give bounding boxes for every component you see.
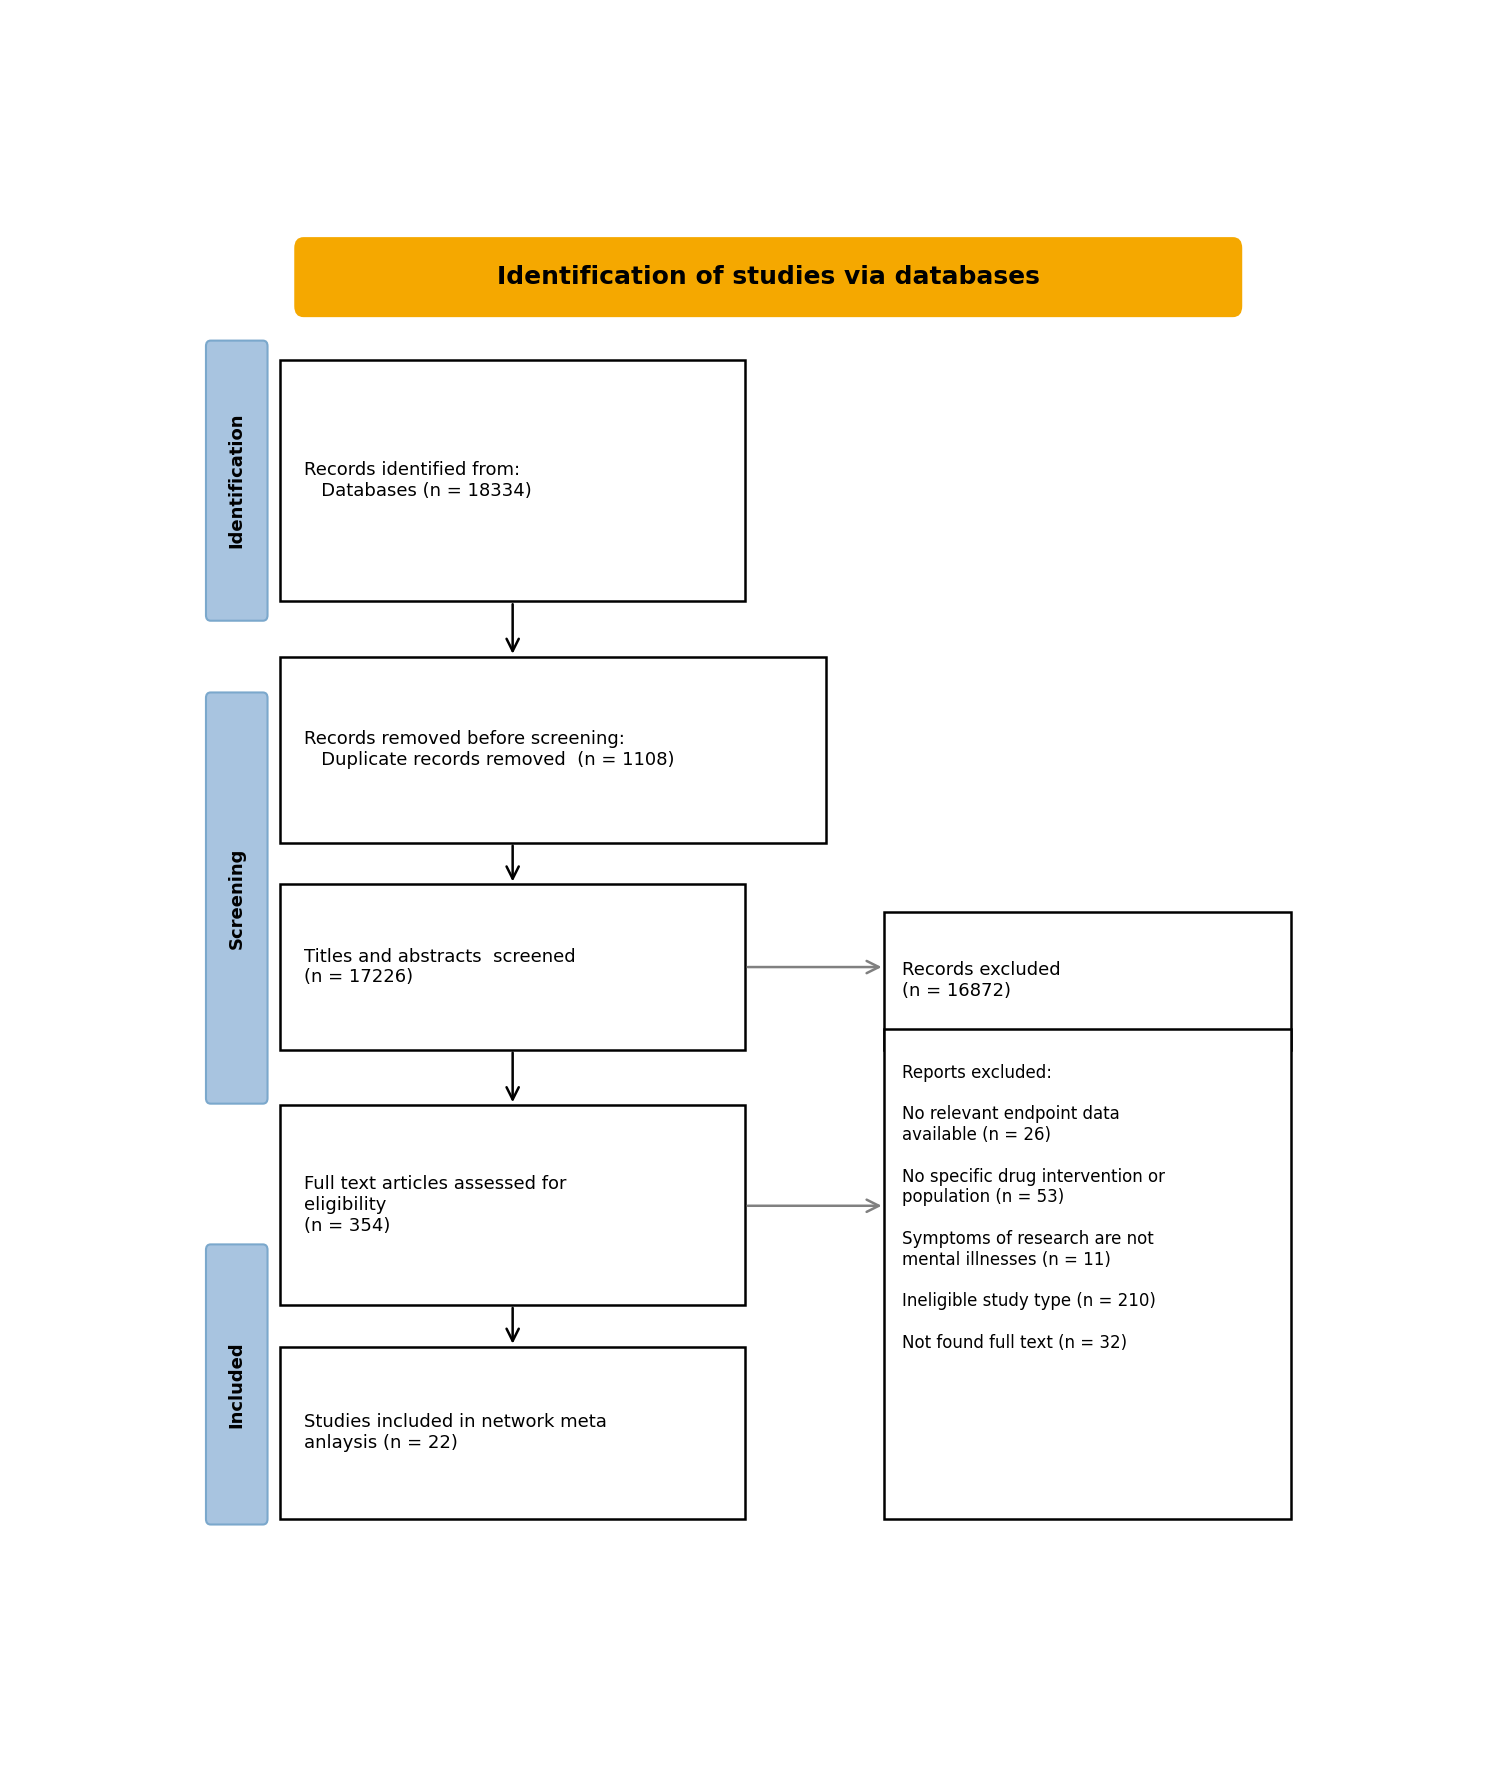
FancyBboxPatch shape [280,1106,745,1305]
FancyBboxPatch shape [280,1346,745,1520]
Text: Included: Included [228,1340,246,1428]
Text: Records identified from:
   Databases (n = 18334): Records identified from: Databases (n = … [303,461,531,500]
FancyBboxPatch shape [280,883,745,1050]
Text: Titles and abstracts  screened
(n = 17226): Titles and abstracts screened (n = 17226… [303,948,576,986]
Text: Studies included in network meta
anlaysis (n = 22): Studies included in network meta anlaysi… [303,1414,607,1452]
FancyBboxPatch shape [205,692,267,1104]
Text: Records removed before screening:
   Duplicate records removed  (n = 1108): Records removed before screening: Duplic… [303,731,675,769]
FancyBboxPatch shape [884,1029,1291,1520]
Text: Full text articles assessed for
eligibility
(n = 354): Full text articles assessed for eligibil… [303,1176,567,1235]
FancyBboxPatch shape [884,912,1291,1050]
FancyBboxPatch shape [280,360,745,602]
Text: Reports excluded:

No relevant endpoint data
available (n = 26)

No specific dru: Reports excluded: No relevant endpoint d… [902,1064,1165,1351]
Text: Identification of studies via databases: Identification of studies via databases [496,265,1040,289]
FancyBboxPatch shape [205,1244,267,1525]
FancyBboxPatch shape [280,656,826,842]
FancyBboxPatch shape [294,237,1243,317]
Text: Records excluded
(n = 16872): Records excluded (n = 16872) [902,962,1060,1000]
Text: Identification: Identification [228,412,246,548]
FancyBboxPatch shape [205,340,267,620]
Text: Screening: Screening [228,848,246,948]
